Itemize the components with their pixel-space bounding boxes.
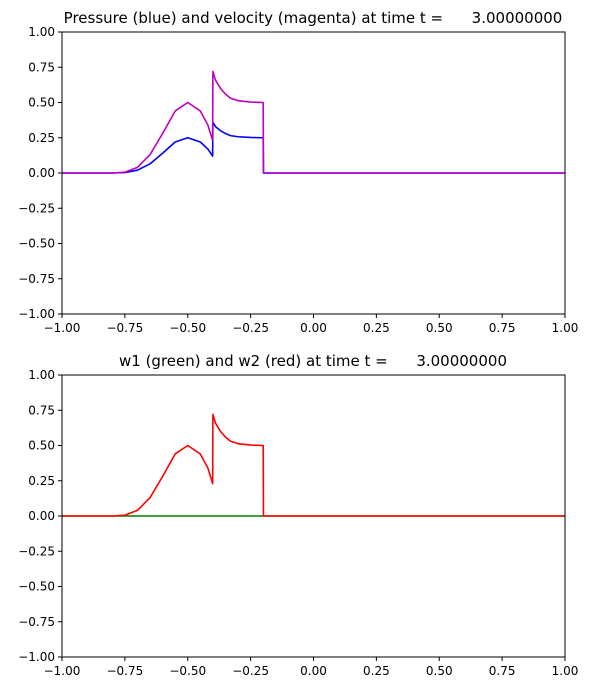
series-group-bottom [62,413,565,517]
y-tick-label-top: 0.75 [28,60,55,74]
x-tick-label-top: −0.25 [232,321,269,335]
x-tick-label-bottom: 0.25 [363,664,390,678]
x-tick-label-bottom: 1.00 [552,664,579,678]
y-tick-label-bottom: 1.00 [28,368,55,382]
y-tick-label-bottom: −0.50 [18,580,55,594]
y-tick-label-bottom: −0.75 [18,615,55,629]
y-tick-label-top: −1.00 [18,307,55,321]
y-tick-label-top: −0.25 [18,201,55,215]
y-ticks-bottom: −1.00 −0.75 −0.50 −0.25 0.00 0.25 0.50 0.75 1.00 [18,368,62,664]
y-tick-label-bottom: −0.25 [18,544,55,558]
x-tick-label-top: −1.00 [44,321,81,335]
x-tick-label-top: 0.25 [363,321,390,335]
x-tick-label-bottom: −0.25 [232,664,269,678]
x-ticks-top: −1.00 −0.75 −0.50 −0.25 0.00 0.25 0.50 0.75 1.00 [44,314,579,335]
y-tick-label-top: −0.75 [18,272,55,286]
series-line-top-0 [62,121,565,174]
chart-title-top: Pressure (blue) and velocity (magenta) a… [64,9,563,27]
y-tick-label-top: 1.00 [28,25,55,39]
y-tick-label-top: 0.25 [28,131,55,145]
y-tick-label-bottom: 0.75 [28,403,55,417]
x-tick-label-top: 0.00 [300,321,327,335]
x-tick-label-bottom: −0.75 [106,664,143,678]
x-tick-label-top: 1.00 [552,321,579,335]
x-tick-label-bottom: −1.00 [44,664,81,678]
plot-bottom: w1 (green) and w2 (red) at time t = 3.00… [18,352,578,678]
x-tick-label-bottom: −0.50 [169,664,206,678]
y-tick-label-bottom: 0.25 [28,474,55,488]
y-tick-label-bottom: −1.00 [18,650,55,664]
x-ticks-bottom: −1.00 −0.75 −0.50 −0.25 0.00 0.25 0.50 0.75 1.00 [44,657,579,678]
series-line-top-1 [62,70,565,174]
x-tick-label-top: 0.50 [426,321,453,335]
x-tick-label-bottom: 0.75 [489,664,516,678]
series-line-bottom-1 [62,413,565,517]
y-tick-label-bottom: 0.00 [28,509,55,523]
y-tick-label-top: 0.50 [28,96,55,110]
x-tick-label-top: −0.75 [106,321,143,335]
plot-top: Pressure (blue) and velocity (magenta) a… [18,9,578,335]
y-tick-label-bottom: 0.50 [28,439,55,453]
x-tick-label-bottom: 0.00 [300,664,327,678]
y-tick-label-top: 0.00 [28,166,55,180]
chart-title-bottom: w1 (green) and w2 (red) at time t = 3.00… [119,352,507,370]
x-tick-label-top: 0.75 [489,321,516,335]
x-tick-label-bottom: 0.50 [426,664,453,678]
y-tick-label-top: −0.50 [18,237,55,251]
series-group-top [62,70,565,174]
y-ticks-top: −1.00 −0.75 −0.50 −0.25 0.00 0.25 0.50 0.75 1.00 [18,25,62,321]
x-tick-label-top: −0.50 [169,321,206,335]
